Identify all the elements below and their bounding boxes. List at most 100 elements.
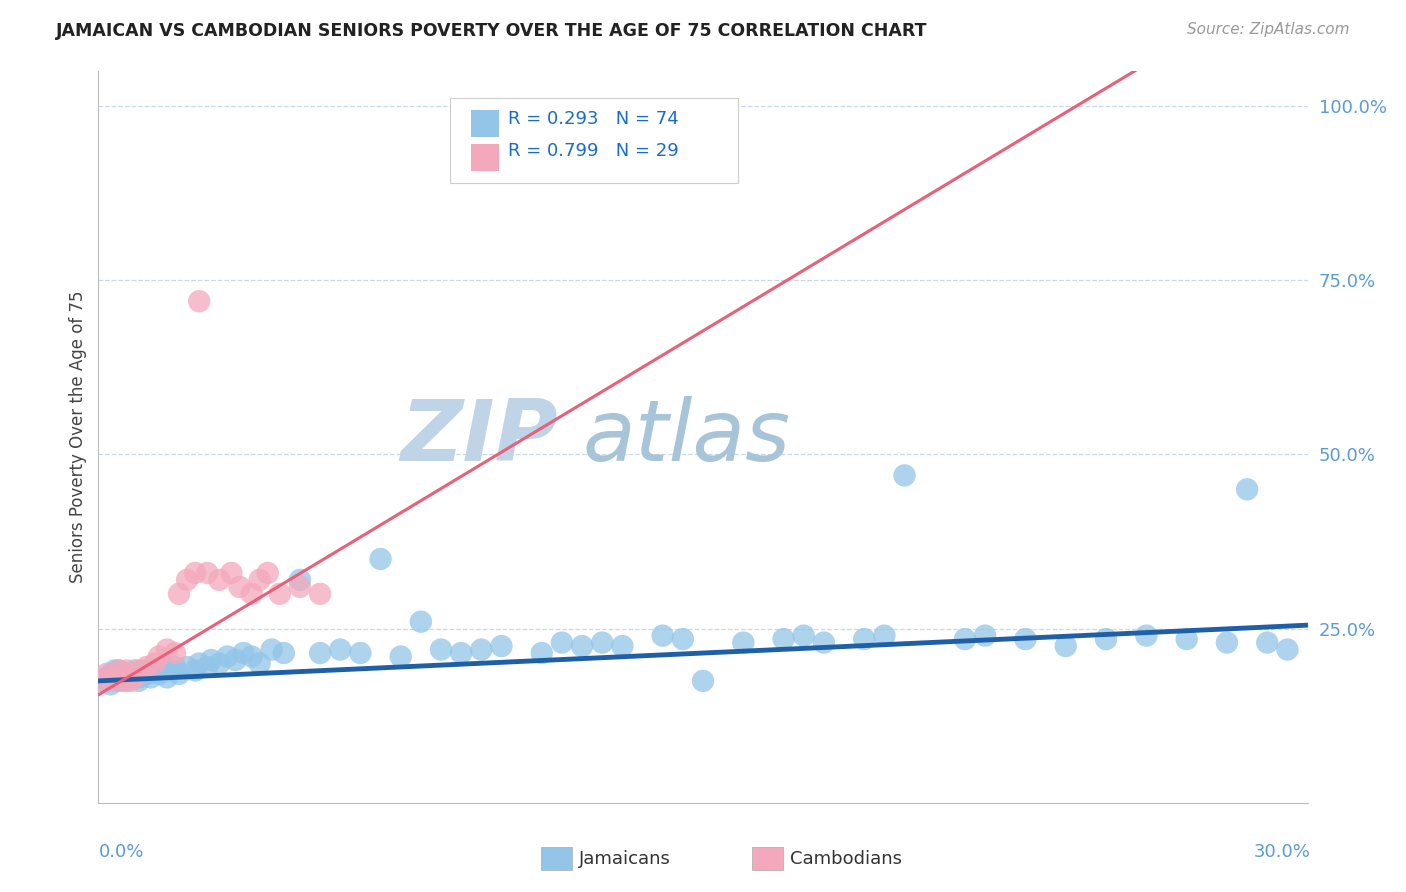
Point	[217, 649, 239, 664]
Point	[221, 566, 243, 580]
Text: Cambodians: Cambodians	[790, 850, 903, 868]
Point	[100, 667, 122, 681]
Point	[269, 587, 291, 601]
Point	[228, 580, 250, 594]
Point	[143, 657, 166, 671]
Point	[128, 673, 150, 688]
Text: R = 0.293   N = 74: R = 0.293 N = 74	[508, 110, 678, 128]
Point	[128, 664, 150, 678]
Point	[240, 587, 263, 601]
Point	[167, 667, 190, 681]
Point	[1216, 635, 1239, 649]
Point	[256, 566, 278, 580]
Point	[128, 670, 150, 684]
Point	[132, 664, 155, 678]
Point	[224, 653, 246, 667]
Point	[813, 635, 835, 649]
Point	[156, 670, 179, 684]
Text: ZIP: ZIP	[401, 395, 558, 479]
Point	[156, 642, 179, 657]
Point	[1135, 629, 1157, 643]
Point	[651, 629, 673, 643]
Point	[591, 635, 613, 649]
Point	[103, 664, 125, 678]
Point	[139, 670, 162, 684]
Point	[176, 573, 198, 587]
Point	[893, 468, 915, 483]
Point	[1175, 632, 1198, 646]
Point	[273, 646, 295, 660]
Point	[389, 649, 412, 664]
Text: atlas: atlas	[582, 395, 790, 479]
Point	[96, 667, 118, 681]
Point	[692, 673, 714, 688]
Point	[1054, 639, 1077, 653]
Text: R = 0.799   N = 29: R = 0.799 N = 29	[508, 142, 678, 160]
Point	[409, 615, 432, 629]
Point	[232, 646, 254, 660]
Point	[772, 632, 794, 646]
Point	[450, 646, 472, 660]
Point	[195, 660, 218, 674]
Point	[163, 646, 186, 660]
Point	[953, 632, 976, 646]
Text: Source: ZipAtlas.com: Source: ZipAtlas.com	[1187, 22, 1350, 37]
Point	[551, 635, 574, 649]
Point	[135, 667, 157, 681]
Point	[1014, 632, 1036, 646]
Point	[188, 294, 211, 309]
Point	[91, 673, 114, 688]
Point	[148, 649, 170, 664]
Text: JAMAICAN VS CAMBODIAN SENIORS POVERTY OVER THE AGE OF 75 CORRELATION CHART: JAMAICAN VS CAMBODIAN SENIORS POVERTY OV…	[56, 22, 928, 40]
Point	[160, 664, 183, 678]
Point	[111, 667, 134, 681]
Point	[530, 646, 553, 660]
Point	[793, 629, 815, 643]
Text: 0.0%: 0.0%	[98, 843, 143, 861]
Point	[430, 642, 453, 657]
Point	[184, 664, 207, 678]
Point	[1095, 632, 1118, 646]
Point	[103, 670, 125, 684]
Point	[107, 673, 129, 688]
Point	[143, 664, 166, 678]
Point	[135, 660, 157, 674]
Text: Jamaicans: Jamaicans	[579, 850, 671, 868]
Y-axis label: Seniors Poverty Over the Age of 75: Seniors Poverty Over the Age of 75	[69, 291, 87, 583]
Point	[491, 639, 513, 653]
Point	[120, 673, 142, 688]
Point	[1277, 642, 1299, 657]
Point	[100, 677, 122, 691]
Point	[309, 587, 332, 601]
Text: 30.0%: 30.0%	[1254, 843, 1310, 861]
Point	[115, 664, 138, 678]
Point	[1256, 635, 1278, 649]
Point	[309, 646, 332, 660]
Point	[1236, 483, 1258, 497]
Point	[200, 653, 222, 667]
Point	[148, 667, 170, 681]
Point	[249, 657, 271, 671]
Point	[124, 664, 146, 678]
Point	[288, 573, 311, 587]
Point	[974, 629, 997, 643]
Point	[124, 670, 146, 684]
Point	[111, 673, 134, 688]
Point	[195, 566, 218, 580]
Point	[152, 660, 174, 674]
Point	[853, 632, 876, 646]
Point	[107, 664, 129, 678]
Point	[240, 649, 263, 664]
Point	[184, 566, 207, 580]
Point	[120, 670, 142, 684]
Point	[96, 670, 118, 684]
Point	[100, 673, 122, 688]
Point	[208, 657, 231, 671]
Point	[329, 642, 352, 657]
Point	[103, 670, 125, 684]
Point	[612, 639, 634, 653]
Point	[288, 580, 311, 594]
Point	[873, 629, 896, 643]
Point	[91, 673, 114, 688]
Point	[349, 646, 371, 660]
